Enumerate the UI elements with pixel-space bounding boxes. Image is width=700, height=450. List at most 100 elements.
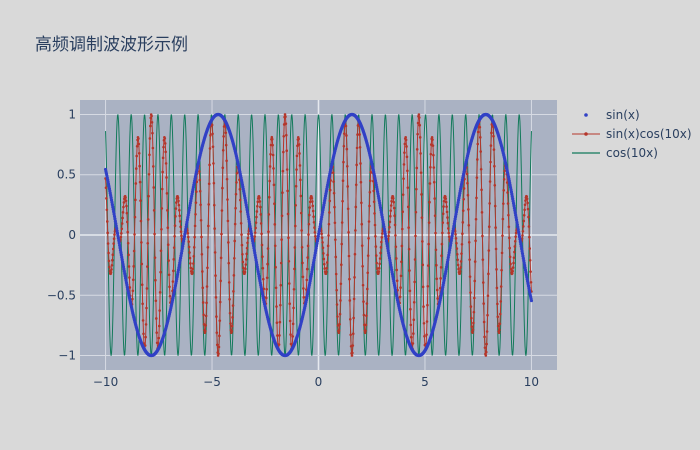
- series-point: [313, 231, 317, 234]
- series-point: [247, 217, 251, 221]
- series-point: [453, 217, 457, 221]
- series-point: [441, 231, 444, 235]
- series-point: [178, 256, 183, 260]
- series-point: [393, 214, 396, 217]
- series-point: [401, 210, 405, 213]
- series-point: [245, 208, 249, 212]
- series-point: [398, 295, 402, 299]
- series-point: [124, 199, 128, 203]
- series-point: [285, 133, 288, 137]
- x-tick-label: 5: [421, 375, 429, 389]
- series-point: [367, 220, 371, 223]
- series-point: [114, 222, 118, 226]
- series-point: [498, 322, 502, 326]
- series-point: [182, 234, 187, 239]
- series-point: [472, 310, 476, 314]
- series-point: [159, 249, 163, 253]
- series-point: [433, 197, 436, 200]
- series-point: [265, 287, 269, 291]
- series-point: [231, 304, 235, 307]
- series-point: [210, 123, 214, 127]
- series-point: [413, 280, 416, 284]
- series-point: [192, 262, 195, 265]
- series-point: [178, 214, 182, 218]
- series-point: [402, 177, 405, 180]
- legend-item[interactable]: sin(x): [584, 108, 640, 122]
- series-point: [191, 271, 194, 274]
- series-point: [280, 238, 283, 241]
- series-point: [311, 200, 314, 203]
- series-point: [325, 261, 329, 264]
- series-point: [508, 255, 512, 259]
- series-point: [139, 219, 143, 223]
- series-point: [528, 235, 531, 239]
- series-point: [485, 342, 488, 346]
- series-point: [360, 222, 364, 226]
- series-point: [423, 334, 426, 338]
- series-point: [521, 230, 525, 233]
- series-point: [186, 213, 190, 217]
- series-point: [270, 137, 274, 141]
- series-point: [442, 205, 445, 208]
- legend-marker: [584, 113, 588, 117]
- series-point: [454, 212, 458, 216]
- series-point: [292, 288, 296, 291]
- series-point: [392, 197, 395, 200]
- series-point: [259, 222, 263, 225]
- series-point: [517, 230, 521, 234]
- legend[interactable]: sin(x) sin(x)cos(10x) cos(10x): [572, 108, 692, 160]
- legend-item[interactable]: cos(10x): [572, 146, 658, 160]
- series-point: [447, 227, 450, 230]
- series-point: [282, 134, 286, 138]
- series-point: [385, 244, 389, 248]
- series-point: [318, 222, 323, 226]
- series-point: [380, 213, 384, 217]
- series-point: [395, 257, 398, 260]
- series-point: [404, 138, 408, 142]
- series-point: [226, 219, 230, 223]
- series-point: [342, 144, 346, 148]
- series-point: [377, 266, 381, 270]
- series-point: [183, 230, 187, 234]
- series-point: [282, 150, 285, 154]
- series-point: [440, 254, 443, 258]
- series-point: [413, 258, 417, 261]
- series-point: [516, 227, 520, 232]
- series-point: [519, 242, 523, 246]
- series-point: [366, 254, 370, 257]
- series-point: [148, 153, 151, 157]
- y-tick-label: 1: [68, 107, 76, 121]
- series-point: [314, 246, 318, 250]
- series-point: [137, 151, 141, 155]
- series-point: [518, 237, 522, 241]
- series-point: [205, 285, 209, 288]
- series-point: [494, 247, 498, 251]
- series-point: [212, 181, 216, 185]
- series-point: [233, 257, 236, 260]
- series-point: [511, 269, 514, 273]
- series-point: [450, 231, 455, 236]
- series-point: [131, 297, 134, 301]
- series-point: [389, 209, 393, 212]
- series-point: [186, 235, 190, 239]
- series-point: [318, 224, 322, 229]
- series-point: [311, 204, 315, 208]
- series-point: [258, 200, 262, 203]
- series-point: [496, 315, 500, 319]
- series-point: [395, 268, 399, 272]
- series-point: [449, 241, 453, 245]
- series-point: [400, 227, 404, 231]
- series-point: [521, 234, 524, 237]
- series-point: [189, 266, 193, 270]
- legend-item[interactable]: sin(x)cos(10x): [572, 127, 692, 141]
- series-point: [106, 231, 109, 235]
- series-point: [345, 164, 349, 168]
- series-point: [266, 247, 270, 250]
- series-point: [155, 331, 159, 334]
- series-point: [166, 209, 169, 212]
- series-point: [496, 324, 500, 328]
- series-point: [293, 224, 297, 228]
- series-point: [467, 208, 470, 211]
- series-point: [447, 235, 451, 239]
